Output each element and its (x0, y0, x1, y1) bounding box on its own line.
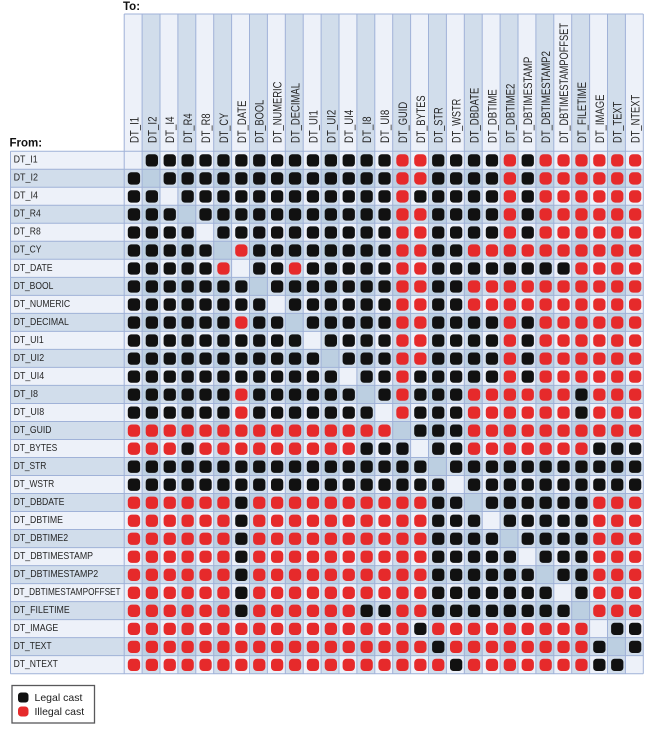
svg-text:DT_NUMERIC: DT_NUMERIC (14, 299, 71, 310)
svg-text:DT_UI8: DT_UI8 (380, 110, 392, 143)
svg-text:DT_UI2: DT_UI2 (326, 110, 338, 143)
svg-text:DT_R4: DT_R4 (183, 113, 195, 143)
svg-text:DT_GUID: DT_GUID (14, 425, 52, 436)
svg-text:DT_DECIMAL: DT_DECIMAL (14, 317, 69, 328)
svg-text:DT_DATE: DT_DATE (14, 263, 53, 274)
svg-text:From:: From: (10, 138, 43, 150)
svg-text:DT_FILETIME: DT_FILETIME (577, 82, 589, 143)
svg-text:DT_I1: DT_I1 (14, 155, 38, 166)
svg-text:DT_I8: DT_I8 (14, 389, 39, 400)
svg-text:DT_BYTES: DT_BYTES (416, 95, 428, 143)
svg-text:DT_DBTIMESTAMP: DT_DBTIMESTAMP (523, 56, 535, 143)
svg-text:DT_UI2: DT_UI2 (14, 353, 45, 364)
svg-text:DT_UI1: DT_UI1 (14, 335, 44, 346)
svg-text:DT_DBTIME: DT_DBTIME (487, 89, 499, 143)
svg-text:DT_DBTIMESTAMP: DT_DBTIMESTAMP (14, 551, 93, 562)
svg-text:DT_STR: DT_STR (434, 107, 446, 143)
svg-text:DT_TEXT: DT_TEXT (14, 641, 53, 652)
svg-text:DT_UI4: DT_UI4 (14, 371, 45, 382)
svg-text:Legal cast: Legal cast (35, 692, 83, 704)
svg-text:DT_NUMERIC: DT_NUMERIC (273, 82, 285, 143)
svg-text:DT_DBTIMESTAMP2: DT_DBTIMESTAMP2 (541, 51, 553, 143)
svg-text:DT_BOOL: DT_BOOL (255, 99, 267, 143)
svg-text:DT_NTEXT: DT_NTEXT (14, 659, 59, 670)
svg-text:To:: To: (123, 1, 140, 13)
svg-text:DT_DBTIMESTAMPOFFSET: DT_DBTIMESTAMPOFFSET (559, 23, 571, 143)
svg-text:DT_R8: DT_R8 (14, 227, 41, 238)
svg-text:DT_DECIMAL: DT_DECIMAL (291, 83, 303, 143)
svg-text:DT_R8: DT_R8 (201, 114, 213, 144)
svg-text:DT_DBTIME2: DT_DBTIME2 (505, 84, 517, 143)
svg-text:DT_GUID: DT_GUID (398, 102, 410, 143)
svg-text:DT_DBTIMESTAMP2: DT_DBTIMESTAMP2 (14, 569, 99, 580)
svg-text:DT_UI1: DT_UI1 (308, 110, 320, 143)
svg-text:DT_WSTR: DT_WSTR (14, 479, 55, 490)
svg-text:DT_DBDATE: DT_DBDATE (14, 497, 65, 508)
svg-text:DT_I1: DT_I1 (129, 117, 141, 143)
svg-text:DT_I2: DT_I2 (147, 117, 159, 144)
svg-text:DT_UI4: DT_UI4 (344, 109, 356, 143)
svg-text:DT_CY: DT_CY (14, 245, 42, 256)
svg-text:DT_IMAGE: DT_IMAGE (14, 623, 59, 634)
svg-text:DT_WSTR: DT_WSTR (452, 99, 464, 143)
svg-text:DT_FILETIME: DT_FILETIME (14, 605, 70, 616)
svg-text:DT_DBTIME: DT_DBTIME (14, 515, 63, 526)
svg-text:DT_NTEXT: DT_NTEXT (631, 95, 643, 143)
svg-text:DT_STR: DT_STR (14, 461, 47, 472)
svg-text:DT_R4: DT_R4 (14, 209, 41, 220)
svg-text:DT_TEXT: DT_TEXT (613, 102, 625, 143)
svg-text:DT_I4: DT_I4 (14, 191, 39, 202)
svg-text:DT_IMAGE: DT_IMAGE (595, 94, 607, 143)
svg-text:DT_BYTES: DT_BYTES (14, 443, 58, 454)
svg-text:DT_CY: DT_CY (219, 113, 231, 143)
svg-text:DT_BOOL: DT_BOOL (14, 281, 54, 292)
svg-text:DT_DBTIME2: DT_DBTIME2 (14, 533, 69, 544)
svg-text:DT_I4: DT_I4 (165, 116, 177, 143)
svg-text:DT_I8: DT_I8 (362, 117, 374, 144)
svg-text:DT_DBTIMESTAMPOFFSET: DT_DBTIMESTAMPOFFSET (14, 587, 122, 598)
svg-text:DT_DATE: DT_DATE (237, 100, 249, 143)
svg-text:DT_UI8: DT_UI8 (14, 407, 45, 418)
svg-text:Illegal cast: Illegal cast (35, 706, 85, 718)
svg-text:DT_I2: DT_I2 (14, 173, 39, 184)
svg-text:DT_DBDATE: DT_DBDATE (470, 87, 482, 143)
